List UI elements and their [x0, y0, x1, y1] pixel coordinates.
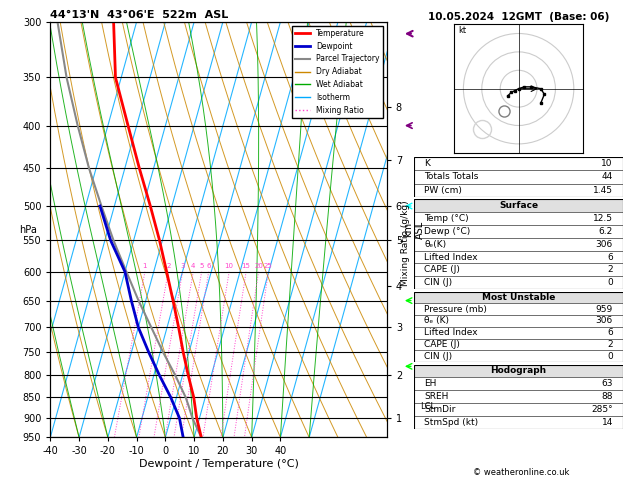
Text: 14: 14 [601, 418, 613, 427]
Text: 3: 3 [181, 263, 185, 269]
Text: 2: 2 [607, 340, 613, 349]
Legend: Temperature, Dewpoint, Parcel Trajectory, Dry Adiabat, Wet Adiabat, Isotherm, Mi: Temperature, Dewpoint, Parcel Trajectory… [292, 26, 383, 118]
Text: Dewp (°C): Dewp (°C) [425, 227, 470, 236]
Text: 2: 2 [607, 265, 613, 275]
Text: 6: 6 [206, 263, 211, 269]
Text: CAPE (J): CAPE (J) [425, 340, 460, 349]
Text: Temp (°C): Temp (°C) [425, 214, 469, 223]
Text: Totals Totals: Totals Totals [425, 173, 479, 181]
Text: 6: 6 [607, 253, 613, 261]
Text: 10: 10 [225, 263, 233, 269]
Text: StmDir: StmDir [425, 405, 456, 414]
Text: Most Unstable: Most Unstable [482, 293, 555, 302]
Text: Lifted Index: Lifted Index [425, 253, 478, 261]
Text: 12.5: 12.5 [593, 214, 613, 223]
Text: 10.05.2024  12GMT  (Base: 06): 10.05.2024 12GMT (Base: 06) [428, 12, 610, 22]
Text: Pressure (mb): Pressure (mb) [425, 305, 487, 314]
Text: 63: 63 [601, 379, 613, 388]
Text: 44: 44 [601, 173, 613, 181]
Text: 2: 2 [166, 263, 170, 269]
Bar [414, 292, 623, 303]
Text: K: K [425, 159, 430, 168]
Text: Surface: Surface [499, 201, 538, 210]
Text: 306: 306 [596, 316, 613, 326]
Text: 15: 15 [242, 263, 250, 269]
Text: θₑ(K): θₑ(K) [425, 240, 447, 249]
Text: CIN (J): CIN (J) [425, 352, 452, 361]
Text: 285°: 285° [591, 405, 613, 414]
Text: StmSpd (kt): StmSpd (kt) [425, 418, 479, 427]
Text: Mixing Ratio (g/kg): Mixing Ratio (g/kg) [401, 200, 410, 286]
Text: 1: 1 [143, 263, 147, 269]
Text: 6: 6 [607, 328, 613, 337]
Text: 959: 959 [596, 305, 613, 314]
Text: PW (cm): PW (cm) [425, 186, 462, 195]
Text: CIN (J): CIN (J) [425, 278, 452, 287]
Text: 10: 10 [601, 159, 613, 168]
Text: θₑ (K): θₑ (K) [425, 316, 449, 326]
Text: 25: 25 [264, 263, 273, 269]
Text: LCL: LCL [421, 402, 436, 411]
Text: CAPE (J): CAPE (J) [425, 265, 460, 275]
Bar [414, 199, 623, 212]
Text: SREH: SREH [425, 392, 448, 401]
Text: Hodograph: Hodograph [491, 366, 547, 375]
Text: 5: 5 [199, 263, 204, 269]
Text: © weatheronline.co.uk: © weatheronline.co.uk [472, 468, 569, 477]
Text: Lifted Index: Lifted Index [425, 328, 478, 337]
Text: 88: 88 [601, 392, 613, 401]
Text: hPa: hPa [19, 225, 37, 235]
Text: 0: 0 [607, 278, 613, 287]
Text: EH: EH [425, 379, 437, 388]
Text: 6.2: 6.2 [599, 227, 613, 236]
Text: 20: 20 [254, 263, 263, 269]
Text: kt: kt [458, 27, 466, 35]
Text: 4: 4 [191, 263, 196, 269]
Bar [414, 364, 623, 377]
Y-axis label: km
ASL: km ASL [403, 221, 425, 239]
Text: 0: 0 [607, 352, 613, 361]
Text: 306: 306 [596, 240, 613, 249]
X-axis label: Dewpoint / Temperature (°C): Dewpoint / Temperature (°C) [138, 459, 299, 469]
Text: 44°13'N  43°06'E  522m  ASL: 44°13'N 43°06'E 522m ASL [50, 10, 228, 20]
Text: 1.45: 1.45 [593, 186, 613, 195]
